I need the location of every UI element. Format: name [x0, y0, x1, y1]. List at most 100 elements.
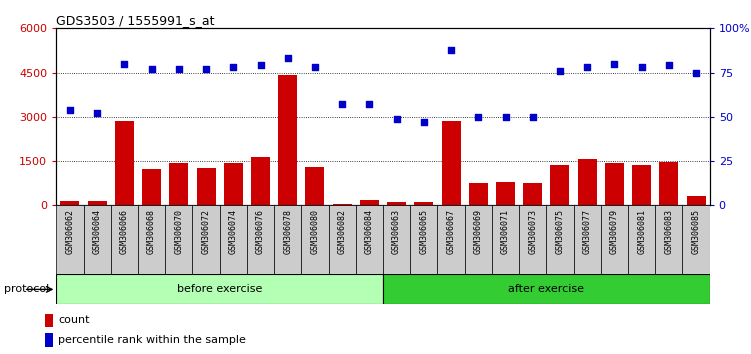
Bar [56, 274, 383, 304]
Point [146, 66, 158, 72]
Bar [383, 205, 410, 274]
Text: GSM306073: GSM306073 [528, 209, 537, 254]
Bar [115, 121, 134, 205]
Text: GSM306077: GSM306077 [583, 209, 592, 254]
Text: GSM306074: GSM306074 [229, 209, 238, 254]
Bar [60, 201, 80, 205]
Bar [333, 204, 351, 205]
Text: GSM306078: GSM306078 [283, 209, 292, 254]
Text: GSM306072: GSM306072 [201, 209, 210, 254]
Bar [274, 205, 301, 274]
Point [255, 63, 267, 68]
Bar [169, 164, 189, 205]
Bar [165, 205, 192, 274]
Text: after exercise: after exercise [508, 284, 584, 295]
Point [119, 61, 131, 67]
Bar [655, 205, 683, 274]
Point [391, 116, 403, 121]
Text: GSM306063: GSM306063 [392, 209, 401, 254]
Text: GSM306062: GSM306062 [65, 209, 74, 254]
Point [608, 61, 620, 67]
Point [635, 64, 647, 70]
Bar [251, 156, 270, 205]
Text: GSM306068: GSM306068 [147, 209, 156, 254]
Text: GSM306069: GSM306069 [474, 209, 483, 254]
Text: GSM306067: GSM306067 [447, 209, 456, 254]
Bar [192, 205, 219, 274]
Point [200, 66, 212, 72]
Text: GSM306082: GSM306082 [338, 209, 347, 254]
Text: GSM306076: GSM306076 [256, 209, 265, 254]
Bar [492, 205, 519, 274]
Bar [328, 205, 356, 274]
Point [336, 102, 348, 107]
Point [282, 56, 294, 61]
Bar [601, 205, 628, 274]
Bar [410, 205, 437, 274]
Point [472, 114, 484, 120]
Bar [605, 162, 624, 205]
Bar [360, 200, 379, 205]
Point [663, 63, 675, 68]
Bar [306, 167, 324, 205]
Point [418, 119, 430, 125]
Bar [415, 202, 433, 205]
Text: GSM306079: GSM306079 [610, 209, 619, 254]
Bar [138, 205, 165, 274]
Bar [632, 165, 651, 205]
Bar [628, 205, 655, 274]
Bar [442, 121, 460, 205]
Text: protocol: protocol [4, 284, 49, 295]
Bar [142, 169, 161, 205]
Bar [45, 333, 53, 347]
Bar [574, 205, 601, 274]
Bar [683, 205, 710, 274]
Point [554, 68, 566, 74]
Text: GSM306066: GSM306066 [120, 209, 129, 254]
Point [64, 107, 76, 113]
Bar [469, 183, 488, 205]
Bar [45, 314, 53, 327]
Bar [550, 165, 569, 205]
Point [445, 47, 457, 52]
Bar [247, 205, 274, 274]
Point [309, 64, 321, 70]
Bar [659, 162, 678, 205]
Text: GSM306071: GSM306071 [501, 209, 510, 254]
Text: GSM306084: GSM306084 [365, 209, 374, 254]
Point [173, 66, 185, 72]
Point [228, 64, 240, 70]
Text: percentile rank within the sample: percentile rank within the sample [58, 335, 246, 345]
Bar [301, 205, 328, 274]
Bar [519, 205, 546, 274]
Bar [578, 159, 597, 205]
Text: GSM306081: GSM306081 [637, 209, 646, 254]
Text: GSM306064: GSM306064 [92, 209, 101, 254]
Text: GSM306080: GSM306080 [310, 209, 319, 254]
Bar [547, 205, 574, 274]
Bar [88, 201, 107, 205]
Point [91, 110, 103, 116]
Bar [224, 162, 243, 205]
Bar [496, 182, 515, 205]
Bar [219, 205, 247, 274]
Bar [523, 183, 542, 205]
Text: GSM306085: GSM306085 [692, 209, 701, 254]
Point [363, 102, 376, 107]
Point [690, 70, 702, 75]
Bar [465, 205, 492, 274]
Bar [686, 196, 706, 205]
Point [581, 64, 593, 70]
Bar [83, 205, 111, 274]
Bar [387, 202, 406, 205]
Text: GSM306070: GSM306070 [174, 209, 183, 254]
Bar [278, 75, 297, 205]
Text: GSM306083: GSM306083 [665, 209, 674, 254]
Bar [197, 169, 216, 205]
Text: before exercise: before exercise [177, 284, 262, 295]
Text: count: count [58, 315, 89, 325]
Text: GSM306075: GSM306075 [556, 209, 565, 254]
Bar [383, 274, 710, 304]
Point [526, 114, 538, 120]
Bar [56, 205, 83, 274]
